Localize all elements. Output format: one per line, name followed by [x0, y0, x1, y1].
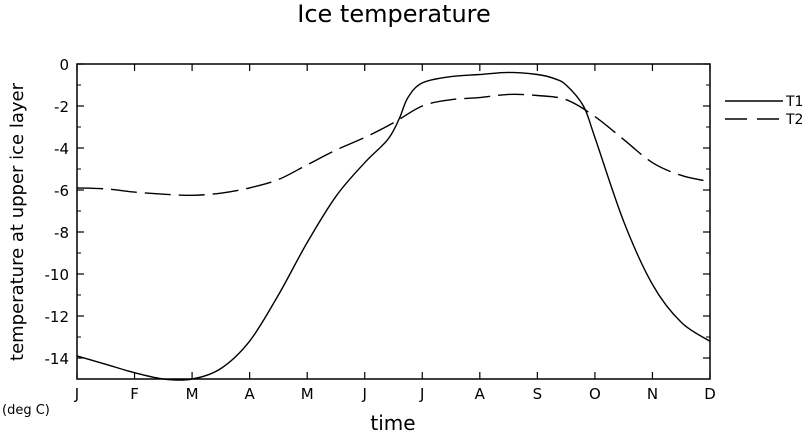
x-axis-label: time: [370, 411, 415, 433]
y-tick-label: -4: [54, 140, 69, 158]
x-tick-label: J: [419, 385, 424, 403]
x-tick-label: D: [704, 385, 716, 403]
y-tick-label: -2: [54, 98, 69, 116]
plot-frame: [76, 63, 711, 380]
y-tick-label: -12: [45, 308, 70, 326]
y-tick-label: 0: [59, 56, 69, 74]
x-tick-label: J: [362, 385, 367, 403]
y-tick-label: -6: [54, 182, 69, 200]
y-axis: 0 -2 -4 -6 -8 -10 -12 -14: [45, 56, 710, 380]
x-tick-label: M: [301, 385, 314, 403]
y-tick-label: -14: [45, 350, 70, 368]
x-tick-label: J: [74, 385, 79, 403]
x-tick-label: A: [245, 385, 256, 403]
x-tick-label: M: [186, 385, 199, 403]
legend-label-t2: T2: [785, 112, 803, 128]
x-tick-label: N: [647, 385, 658, 403]
x-tick-label: A: [475, 385, 486, 403]
y-tick-label: -10: [45, 266, 70, 284]
y-tick-label: -8: [54, 224, 69, 242]
chart-title: Ice temperature: [297, 0, 491, 28]
x-tick-label: O: [589, 385, 601, 403]
series-line-t1: [76, 71, 711, 381]
x-tick-label: S: [533, 385, 543, 403]
y-axis-unit: (deg C): [2, 403, 50, 418]
x-tick-label: F: [130, 385, 139, 403]
series-line-t2: [76, 93, 711, 197]
y-axis-label: temperature at upper ice layer: [7, 82, 28, 361]
series-layer: [76, 71, 711, 381]
legend-label-t1: T1: [785, 94, 803, 110]
